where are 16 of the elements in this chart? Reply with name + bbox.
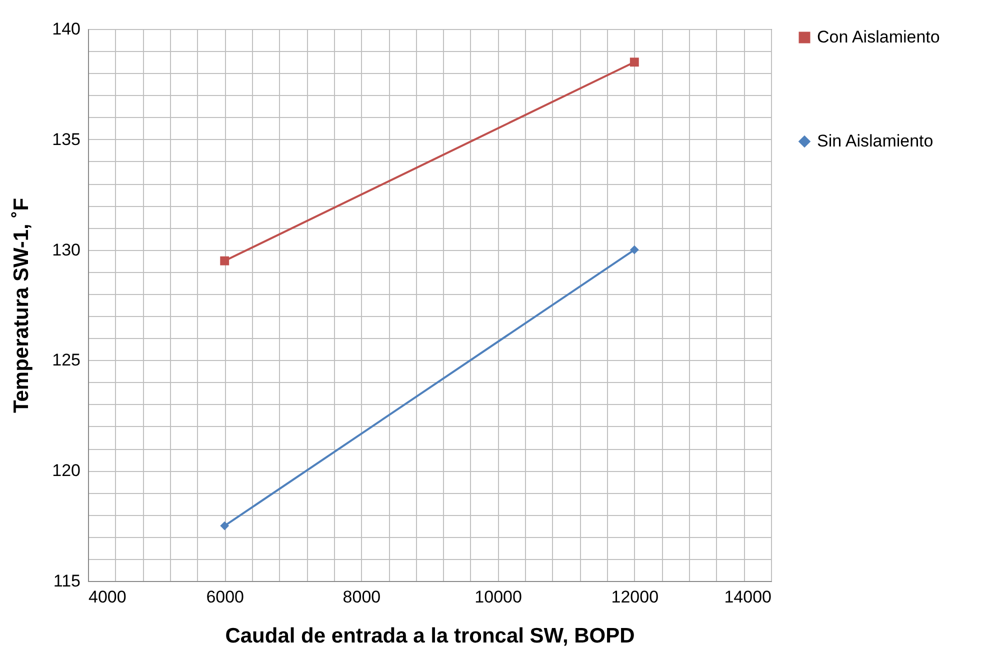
x-tick-label: 8000 bbox=[342, 588, 381, 606]
x-tick-label: 6000 bbox=[206, 588, 244, 606]
x-tick-label: 14000 bbox=[724, 588, 772, 606]
x-tick-label: 12000 bbox=[611, 588, 659, 606]
x-tick-label: 4000 bbox=[88, 588, 126, 606]
y-tick-label: 115 bbox=[53, 572, 80, 590]
y-tick-label: 140 bbox=[52, 20, 80, 38]
y-tick-label: 135 bbox=[52, 130, 80, 149]
x-tick-label: 10000 bbox=[474, 588, 522, 606]
y-tick-label: 130 bbox=[52, 240, 80, 260]
legend-label: Con Aislamiento bbox=[817, 28, 940, 46]
x-axis-title: Caudal de entrada a la troncal SW, BOPD bbox=[225, 624, 635, 648]
y-axis-title: Temperatura SW-1, ˚F bbox=[10, 198, 34, 414]
y-tick-label: 125 bbox=[52, 350, 80, 370]
y-tick-label: 120 bbox=[52, 461, 80, 480]
legend-label: Sin Aislamiento bbox=[817, 132, 934, 150]
